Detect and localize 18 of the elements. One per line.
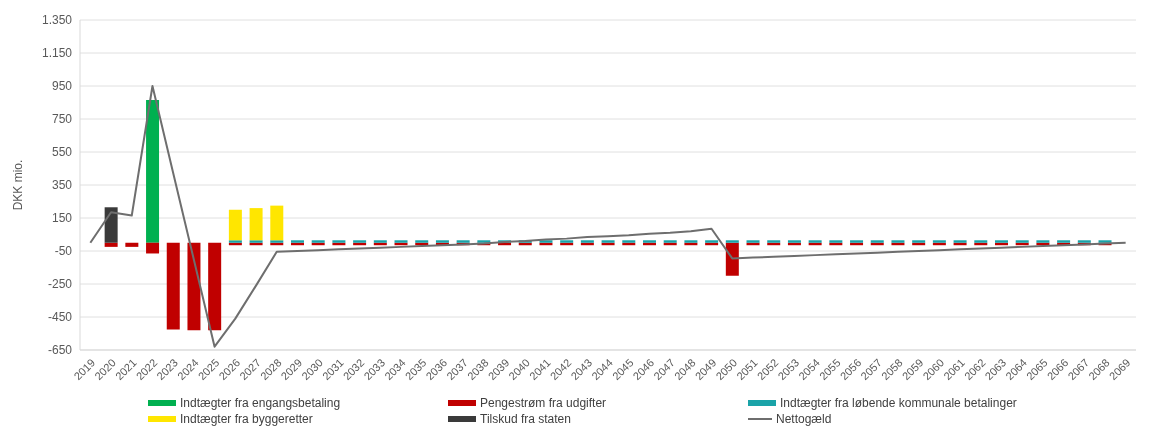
legend-label: Nettogæld (776, 412, 832, 426)
legend-label: Indtægter fra løbende kommunale betalinger (780, 396, 1017, 410)
y-tick-label: 150 (51, 211, 73, 226)
y-tick-label: -250 (47, 277, 73, 292)
y-tick-label: -650 (47, 343, 73, 358)
y-axis-title: DKK mio. (11, 159, 26, 211)
legend-label: Pengestrøm fra udgifter (480, 396, 607, 410)
legend-label: Tilskud fra staten (480, 412, 571, 426)
y-tick-label: 1.350 (41, 13, 73, 28)
y-tick-label: 1.150 (41, 46, 73, 61)
y-tick-label: -450 (47, 310, 73, 325)
y-tick-label: 950 (51, 79, 73, 94)
legend-label: Indtægter fra byggeretter (180, 412, 313, 426)
y-tick-label: 750 (51, 112, 73, 127)
y-tick-label: 550 (51, 145, 73, 160)
y-tick-label: 350 (51, 178, 73, 193)
y-tick-label: -50 (54, 244, 73, 259)
legend-label: Indtægter fra engangsbetaling (180, 396, 341, 410)
